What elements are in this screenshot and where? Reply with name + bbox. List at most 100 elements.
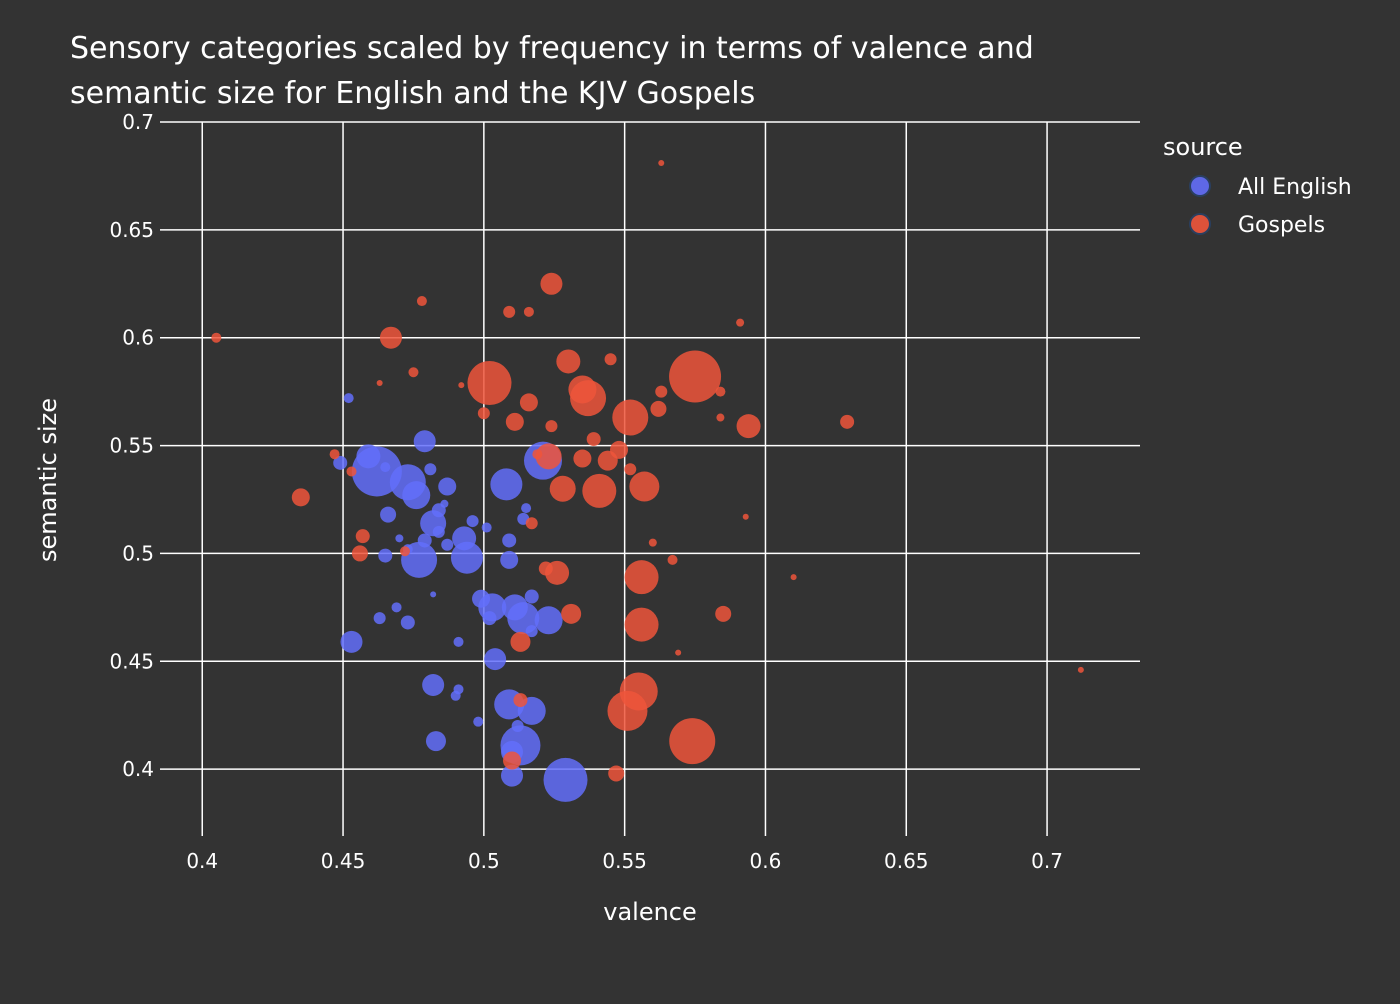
legend-item-gospels[interactable]: Gospels — [1189, 213, 1325, 238]
marker-series-0-point-31[interactable] — [430, 591, 437, 598]
marker-series-1-point-39[interactable] — [669, 350, 722, 403]
marker-series-1-point-4[interactable] — [355, 529, 370, 544]
marker-series-1-point-29[interactable] — [573, 449, 592, 468]
marker-series-0-point-57[interactable] — [543, 757, 588, 802]
marker-series-1-point-6[interactable] — [376, 380, 383, 387]
marker-series-0-point-33[interactable] — [400, 615, 415, 630]
marker-series-1-point-34[interactable] — [612, 399, 649, 436]
marker-series-1-point-33[interactable] — [624, 463, 637, 476]
marker-series-0-point-46[interactable] — [422, 674, 445, 697]
marker-series-0-point-39[interactable] — [482, 611, 497, 626]
legend[interactable]: source All English Gospels — [1163, 133, 1352, 238]
marker-series-0-point-14[interactable] — [395, 534, 404, 543]
marker-series-1-point-38[interactable] — [658, 159, 665, 166]
marker-series-0-point-45[interactable] — [484, 648, 507, 671]
marker-series-1-point-27[interactable] — [525, 517, 538, 530]
marker-series-1-point-43[interactable] — [736, 414, 761, 439]
marker-series-1-point-44[interactable] — [742, 513, 749, 520]
marker-series-1-point-13[interactable] — [467, 361, 512, 406]
marker-series-1-point-60[interactable] — [1077, 666, 1084, 673]
marker-series-0-point-20[interactable] — [432, 525, 445, 538]
legend-item-all-english[interactable]: All English — [1189, 175, 1352, 200]
marker-series-1-point-17[interactable] — [519, 393, 538, 412]
marker-series-1-point-5[interactable] — [351, 545, 368, 562]
marker-series-1-point-20[interactable] — [556, 349, 581, 374]
marker-series-1-point-31[interactable] — [610, 440, 629, 459]
marker-series-0-point-17[interactable] — [378, 548, 393, 563]
marker-series-0-point-23[interactable] — [450, 541, 483, 574]
marker-series-1-point-61[interactable] — [513, 693, 528, 708]
marker-series-0-point-3[interactable] — [351, 446, 402, 497]
marker-series-1-point-22[interactable] — [570, 380, 607, 417]
marker-series-1-point-51[interactable] — [538, 561, 553, 576]
marker-series-1-point-18[interactable] — [540, 272, 563, 295]
marker-series-0-point-36[interactable] — [453, 636, 464, 647]
marker-series-0-point-27[interactable] — [490, 468, 523, 501]
marker-series-0-point-6[interactable] — [402, 481, 431, 510]
marker-series-1-point-41[interactable] — [716, 413, 725, 422]
marker-series-0-point-1[interactable] — [333, 455, 348, 470]
marker-series-1-point-14[interactable] — [503, 305, 516, 318]
marker-series-0-point-48[interactable] — [453, 684, 464, 695]
marker-series-0-point-50[interactable] — [425, 731, 446, 752]
marker-series-1-point-8[interactable] — [408, 367, 419, 378]
marker-series-1-point-57[interactable] — [675, 649, 682, 656]
marker-series-0-point-21[interactable] — [466, 515, 479, 528]
marker-series-0-point-29[interactable] — [521, 503, 532, 514]
marker-series-1-point-25[interactable] — [535, 443, 562, 470]
marker-series-1-point-23[interactable] — [604, 353, 617, 366]
marker-series-1-point-42[interactable] — [736, 318, 745, 327]
marker-series-1-point-11[interactable] — [458, 382, 465, 389]
marker-series-0-point-49[interactable] — [473, 716, 484, 727]
marker-series-1-point-7[interactable] — [379, 326, 402, 349]
marker-series-0-point-44[interactable] — [525, 625, 538, 638]
marker-series-1-point-53[interactable] — [624, 607, 659, 642]
marker-series-1-point-3[interactable] — [346, 466, 357, 477]
marker-series-0-point-9[interactable] — [438, 477, 457, 496]
marker-series-1-point-19[interactable] — [545, 420, 558, 433]
marker-series-1-point-40[interactable] — [715, 386, 726, 397]
marker-series-1-point-35[interactable] — [629, 471, 660, 502]
marker-series-1-point-46[interactable] — [648, 538, 657, 547]
marker-series-1-point-49[interactable] — [790, 574, 797, 581]
marker-series-1-point-15[interactable] — [523, 306, 534, 317]
marker-series-1-point-2[interactable] — [329, 449, 340, 460]
marker-series-1-point-45[interactable] — [840, 414, 855, 429]
marker-series-0-point-32[interactable] — [391, 602, 402, 613]
marker-series-1-point-32[interactable] — [582, 473, 617, 508]
marker-series-0-point-26[interactable] — [500, 550, 519, 569]
marker-series-1-point-48[interactable] — [624, 560, 659, 595]
marker-series-1-point-54[interactable] — [715, 605, 732, 622]
marker-series-0-point-0[interactable] — [343, 393, 354, 404]
marker-series-1-point-47[interactable] — [667, 554, 678, 565]
marker-series-1-point-10[interactable] — [400, 546, 410, 557]
marker-series-1-point-16[interactable] — [505, 412, 524, 431]
marker-series-0-point-19[interactable] — [441, 538, 454, 551]
marker-series-0-point-24[interactable] — [481, 522, 492, 533]
marker-series-0-point-43[interactable] — [534, 606, 563, 635]
marker-series-1-point-37[interactable] — [655, 385, 668, 398]
marker-series-0-point-4[interactable] — [380, 462, 391, 473]
marker-series-1-point-12[interactable] — [477, 407, 490, 420]
marker-series-1-point-58[interactable] — [607, 690, 648, 731]
marker-series-0-point-34[interactable] — [373, 612, 386, 625]
marker-series-0-point-25[interactable] — [502, 533, 517, 548]
marker-series-0-point-13[interactable] — [440, 499, 449, 508]
marker-series-1-point-55[interactable] — [510, 631, 531, 652]
marker-series-1-point-24[interactable] — [586, 432, 601, 447]
marker-series-0-point-7[interactable] — [413, 430, 436, 453]
marker-series-1-point-0[interactable] — [211, 332, 222, 343]
marker-series-1-point-1[interactable] — [291, 488, 310, 507]
marker-series-1-point-59[interactable] — [669, 718, 716, 765]
marker-series-1-point-63[interactable] — [608, 765, 625, 782]
marker-series-1-point-36[interactable] — [650, 400, 667, 417]
marker-series-0-point-42[interactable] — [524, 589, 539, 604]
marker-series-0-point-8[interactable] — [424, 463, 437, 476]
marker-series-0-point-56[interactable] — [501, 764, 524, 787]
marker-series-1-point-28[interactable] — [549, 475, 576, 502]
marker-series-1-point-62[interactable] — [503, 751, 522, 770]
marker-series-1-point-26[interactable] — [532, 449, 543, 460]
marker-series-0-point-35[interactable] — [340, 630, 363, 653]
marker-series-1-point-52[interactable] — [561, 603, 582, 624]
marker-series-1-point-9[interactable] — [416, 296, 427, 307]
